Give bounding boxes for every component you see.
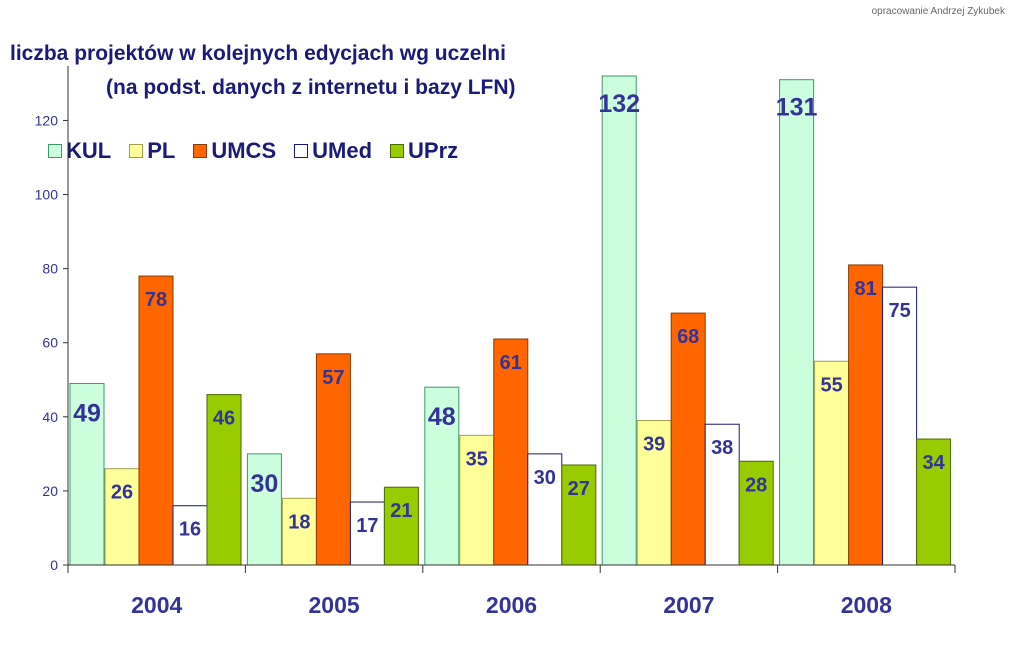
legend-item-pl: PL (129, 138, 175, 164)
data-label-umcs-2007: 68 (677, 326, 699, 348)
y-tick-label-100: 100 (35, 187, 59, 203)
y-tick-label-40: 40 (42, 409, 58, 425)
x-category-label-2004: 2004 (131, 592, 182, 618)
bar-umcs-2006 (493, 338, 529, 566)
bar-kul-2008 (779, 79, 815, 566)
legend: KUL PL UMCS UMed UPrz (48, 138, 476, 164)
bar-umed-2007 (704, 423, 740, 566)
data-label-umed-2004: 16 (179, 519, 201, 541)
legend-label-pl: PL (147, 138, 176, 163)
legend-swatch-pl (129, 144, 144, 158)
bar-kul-2007 (601, 75, 637, 566)
data-label-pl-2004: 26 (111, 482, 133, 504)
x-category-label-2007: 2007 (663, 592, 714, 618)
credit-text: opracowanie Andrzej Zykubek (871, 6, 1005, 17)
data-label-umed-2006: 30 (534, 467, 556, 489)
legend-label-kul: KUL (66, 138, 112, 163)
x-category-label-2008: 2008 (841, 592, 892, 618)
chart-title-line1: liczba projektów w kolejnych edycjach wg… (10, 42, 506, 65)
legend-swatch-umcs (193, 144, 208, 158)
data-label-umed-2005: 17 (356, 515, 378, 537)
data-label-umed-2008: 75 (888, 300, 910, 322)
bar-kul-2005 (246, 453, 282, 566)
legend-swatch-kul (48, 144, 62, 158)
legend-item-kul: KUL (48, 138, 111, 164)
data-label-pl-2007: 39 (643, 434, 665, 456)
data-label-umcs-2004: 78 (145, 289, 167, 311)
data-label-pl-2006: 35 (466, 448, 488, 470)
legend-label-uprz: UPrz (408, 138, 459, 163)
data-label-umcs-2006: 61 (500, 352, 522, 374)
data-label-umcs-2008: 81 (854, 278, 876, 300)
legend-item-umed: UMed (294, 138, 372, 164)
x-category-label-2005: 2005 (309, 592, 360, 618)
legend-item-uprz: UPrz (390, 138, 458, 164)
bar-uprz-2004 (206, 394, 242, 566)
y-tick-label-0: 0 (50, 557, 58, 573)
legend-label-umcs: UMCS (211, 138, 277, 163)
bar-uprz-2006 (561, 464, 597, 566)
data-label-kul-2005: 30 (250, 470, 278, 498)
chart-title-line2: (na podst. danych z internetu i bazy LFN… (106, 76, 516, 99)
bar-umcs-2008 (848, 264, 884, 566)
bar-uprz-2008 (916, 438, 952, 566)
y-tick-label-20: 20 (42, 483, 58, 499)
data-label-uprz-2004: 46 (213, 408, 235, 430)
data-label-pl-2008: 55 (820, 374, 842, 396)
x-category-label-2006: 2006 (486, 592, 537, 618)
bar-pl-2005 (281, 497, 317, 566)
legend-swatch-umed (294, 144, 309, 158)
data-label-uprz-2005: 21 (390, 500, 412, 522)
bar-pl-2008 (814, 360, 850, 566)
data-label-kul-2004: 49 (73, 399, 101, 427)
bar-umcs-2005 (315, 353, 351, 566)
data-label-kul-2007: 132 (598, 90, 640, 118)
data-label-umed-2007: 38 (711, 437, 733, 459)
data-label-pl-2005: 18 (288, 511, 310, 533)
legend-label-umed: UMed (312, 138, 373, 163)
legend-item-umcs: UMCS (193, 138, 276, 164)
y-tick-label-60: 60 (42, 335, 58, 351)
bar-uprz-2005 (383, 486, 419, 566)
bar-umed-2006 (527, 453, 563, 566)
data-label-uprz-2006: 27 (568, 478, 590, 500)
data-label-kul-2006: 48 (428, 403, 456, 431)
data-label-umcs-2005: 57 (322, 367, 344, 389)
data-label-uprz-2008: 34 (922, 452, 945, 474)
data-label-kul-2008: 131 (776, 94, 818, 122)
legend-swatch-uprz (390, 144, 405, 158)
bar-marks: 49 26 78 16 46 30 18 57 17 21 48 35 61 30 27 132 39 68 38 2… (69, 75, 952, 566)
data-label-uprz-2007: 28 (745, 474, 767, 496)
y-tick-label-120: 120 (35, 112, 59, 128)
bar-umed-2008 (882, 286, 918, 566)
bar-pl-2004 (104, 468, 140, 566)
bar-umcs-2004 (138, 275, 174, 566)
bar-umcs-2007 (670, 312, 706, 566)
axes: 0 20 40 60 80 100 120 2004 2005 2006 2007 2008 (35, 66, 956, 618)
y-tick-label-80: 80 (42, 261, 58, 277)
